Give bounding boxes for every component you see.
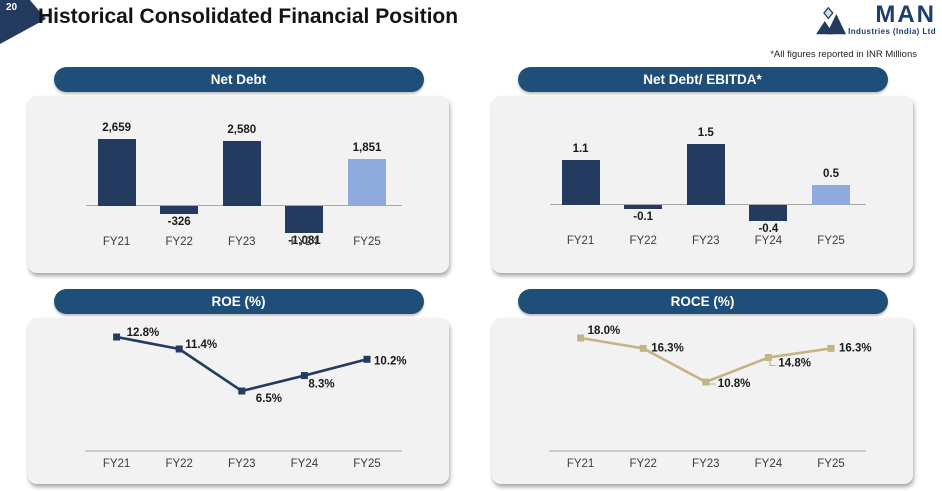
point-value-fy23: 10.8% bbox=[718, 378, 751, 390]
x-label-fy22: FY22 bbox=[629, 235, 657, 247]
roce-header: ROCE (%) bbox=[517, 289, 888, 314]
mountain-logo-icon bbox=[816, 6, 847, 35]
x-label-fy23: FY23 bbox=[692, 458, 720, 470]
point-value-fy25: 10.2% bbox=[374, 355, 407, 367]
roce-title: ROCE (%) bbox=[670, 294, 735, 309]
x-label-fy22: FY22 bbox=[165, 236, 193, 248]
x-label-fy24: FY24 bbox=[291, 458, 319, 470]
point-value-fy24: 8.3% bbox=[308, 379, 334, 391]
bar-fy24 bbox=[285, 206, 324, 234]
company-logo: MAN Industries (India) Ltd bbox=[816, 3, 936, 36]
net-debt-ebitda-header: Net Debt/ EBITDA* bbox=[517, 67, 888, 92]
point-value-fy21: 18.0% bbox=[588, 325, 621, 337]
marker-fy22 bbox=[175, 345, 183, 353]
bar-fy23 bbox=[686, 144, 725, 205]
point-value-fy24: 14.8% bbox=[778, 358, 811, 370]
bar-value-fy23: 2,580 bbox=[227, 123, 257, 136]
logo-name: MAN bbox=[875, 1, 936, 28]
x-label-fy21: FY21 bbox=[566, 235, 595, 247]
marker-fy21 bbox=[113, 333, 121, 341]
bar-fy21 bbox=[561, 160, 600, 205]
roe-title: ROE (%) bbox=[211, 294, 266, 309]
x-label-fy22: FY22 bbox=[165, 458, 193, 470]
marker-fy23 bbox=[702, 378, 710, 386]
roe-card: ROE (%) 12.8% FY21 11.4% FY22 6.5% FY23 8.3% FY… bbox=[28, 289, 449, 484]
point-value-fy22: 11.4% bbox=[185, 339, 217, 351]
bar-value-fy22: -0.1 bbox=[633, 211, 654, 224]
logo-text: MAN Industries (India) Ltd bbox=[848, 1, 936, 37]
net-debt-ebitda-chart: 1.1 FY21 -0.1 FY22 1.5 FY23 -0.4 FY24 0.5 FY25 bbox=[492, 96, 913, 273]
bar-value-fy24: -1,081 bbox=[288, 235, 321, 248]
x-label-fy23: FY23 bbox=[228, 458, 256, 470]
roe-chart: 12.8% FY21 11.4% FY22 6.5% FY23 8.3% FY24 10.2% F… bbox=[28, 318, 449, 484]
net-debt-ebitda-title: Net Debt/ EBITDA* bbox=[643, 72, 762, 87]
x-label-fy25: FY25 bbox=[817, 235, 845, 247]
x-label-fy24: FY24 bbox=[290, 236, 319, 248]
x-label-fy23: FY23 bbox=[692, 235, 720, 247]
bar-value-fy25: 0.5 bbox=[823, 167, 839, 180]
roe-header: ROE (%) bbox=[53, 289, 424, 314]
label-leader-line bbox=[768, 360, 776, 367]
x-label-fy22: FY22 bbox=[629, 458, 657, 470]
marker-fy23 bbox=[238, 387, 246, 395]
x-label-fy24: FY24 bbox=[755, 458, 783, 470]
marker-fy21 bbox=[577, 334, 585, 342]
bar-value-fy22: -326 bbox=[167, 216, 191, 229]
marker-fy25 bbox=[827, 344, 835, 352]
bar-fy22 bbox=[160, 206, 199, 215]
bar-value-fy23: 1.5 bbox=[697, 127, 714, 139]
x-label-fy24: FY24 bbox=[754, 235, 783, 247]
x-label-fy25: FY25 bbox=[817, 458, 845, 470]
bar-fy23 bbox=[222, 140, 261, 206]
net-debt-title: Net Debt bbox=[210, 72, 267, 87]
bar-fy24 bbox=[749, 205, 788, 222]
figures-note: *All figures reported in INR Millions bbox=[770, 49, 917, 60]
bar-value-fy24: -0.4 bbox=[758, 223, 779, 236]
page-title: Historical Consolidated Financial Positi… bbox=[38, 5, 459, 28]
bar-fy21 bbox=[97, 139, 136, 206]
bar-fy22 bbox=[624, 205, 663, 210]
point-value-fy22: 16.3% bbox=[651, 342, 684, 354]
logo-subtitle: Industries (India) Ltd bbox=[848, 27, 936, 36]
x-label-fy25: FY25 bbox=[353, 236, 381, 248]
marker-fy24 bbox=[300, 372, 308, 380]
bar-fy25 bbox=[812, 184, 850, 205]
x-label-fy21: FY21 bbox=[567, 458, 595, 470]
bar-fy25 bbox=[348, 159, 386, 206]
point-value-fy25: 16.3% bbox=[839, 342, 872, 354]
marker-fy22 bbox=[639, 344, 647, 352]
line-chart-svg: 18.0% FY21 16.3% FY22 10.8% FY23 14.8% FY24 16.3… bbox=[549, 325, 872, 470]
bar-value-fy21: 2,659 bbox=[102, 122, 131, 134]
line-chart-svg: 12.8% FY21 11.4% FY22 6.5% FY23 8.3% FY24 10.2% F… bbox=[85, 327, 407, 470]
bar-value-fy25: 1,851 bbox=[352, 142, 382, 155]
x-label-fy21: FY21 bbox=[103, 458, 131, 470]
bar-value-fy21: 1.1 bbox=[572, 143, 589, 156]
marker-fy24 bbox=[764, 354, 772, 362]
x-label-fy21: FY21 bbox=[102, 236, 131, 248]
roce-chart: 18.0% FY21 16.3% FY22 10.8% FY23 14.8% FY24 16.3… bbox=[492, 318, 913, 484]
net-debt-header: Net Debt bbox=[53, 67, 424, 92]
point-value-fy21: 12.8% bbox=[127, 327, 160, 339]
net-debt-ebitda-card: Net Debt/ EBITDA* 1.1 FY21 -0.1 FY22 1.5 FY23… bbox=[492, 67, 913, 273]
marker-fy25 bbox=[363, 355, 371, 363]
point-value-fy23: 6.5% bbox=[256, 393, 282, 405]
x-label-fy23: FY23 bbox=[228, 236, 256, 248]
net-debt-chart: 2,659 FY21 -326 FY22 2,580 FY23 -1,081 FY24 1,85… bbox=[28, 96, 449, 273]
page-number: 20 bbox=[6, 2, 18, 13]
x-label-fy25: FY25 bbox=[353, 458, 381, 470]
net-debt-card: Net Debt 2,659 FY21 -326 FY22 2,580 FY23 -1,08… bbox=[28, 67, 449, 273]
roce-card: ROCE (%) 18.0% FY21 16.3% FY22 10.8% FY23 14.8… bbox=[492, 289, 913, 484]
